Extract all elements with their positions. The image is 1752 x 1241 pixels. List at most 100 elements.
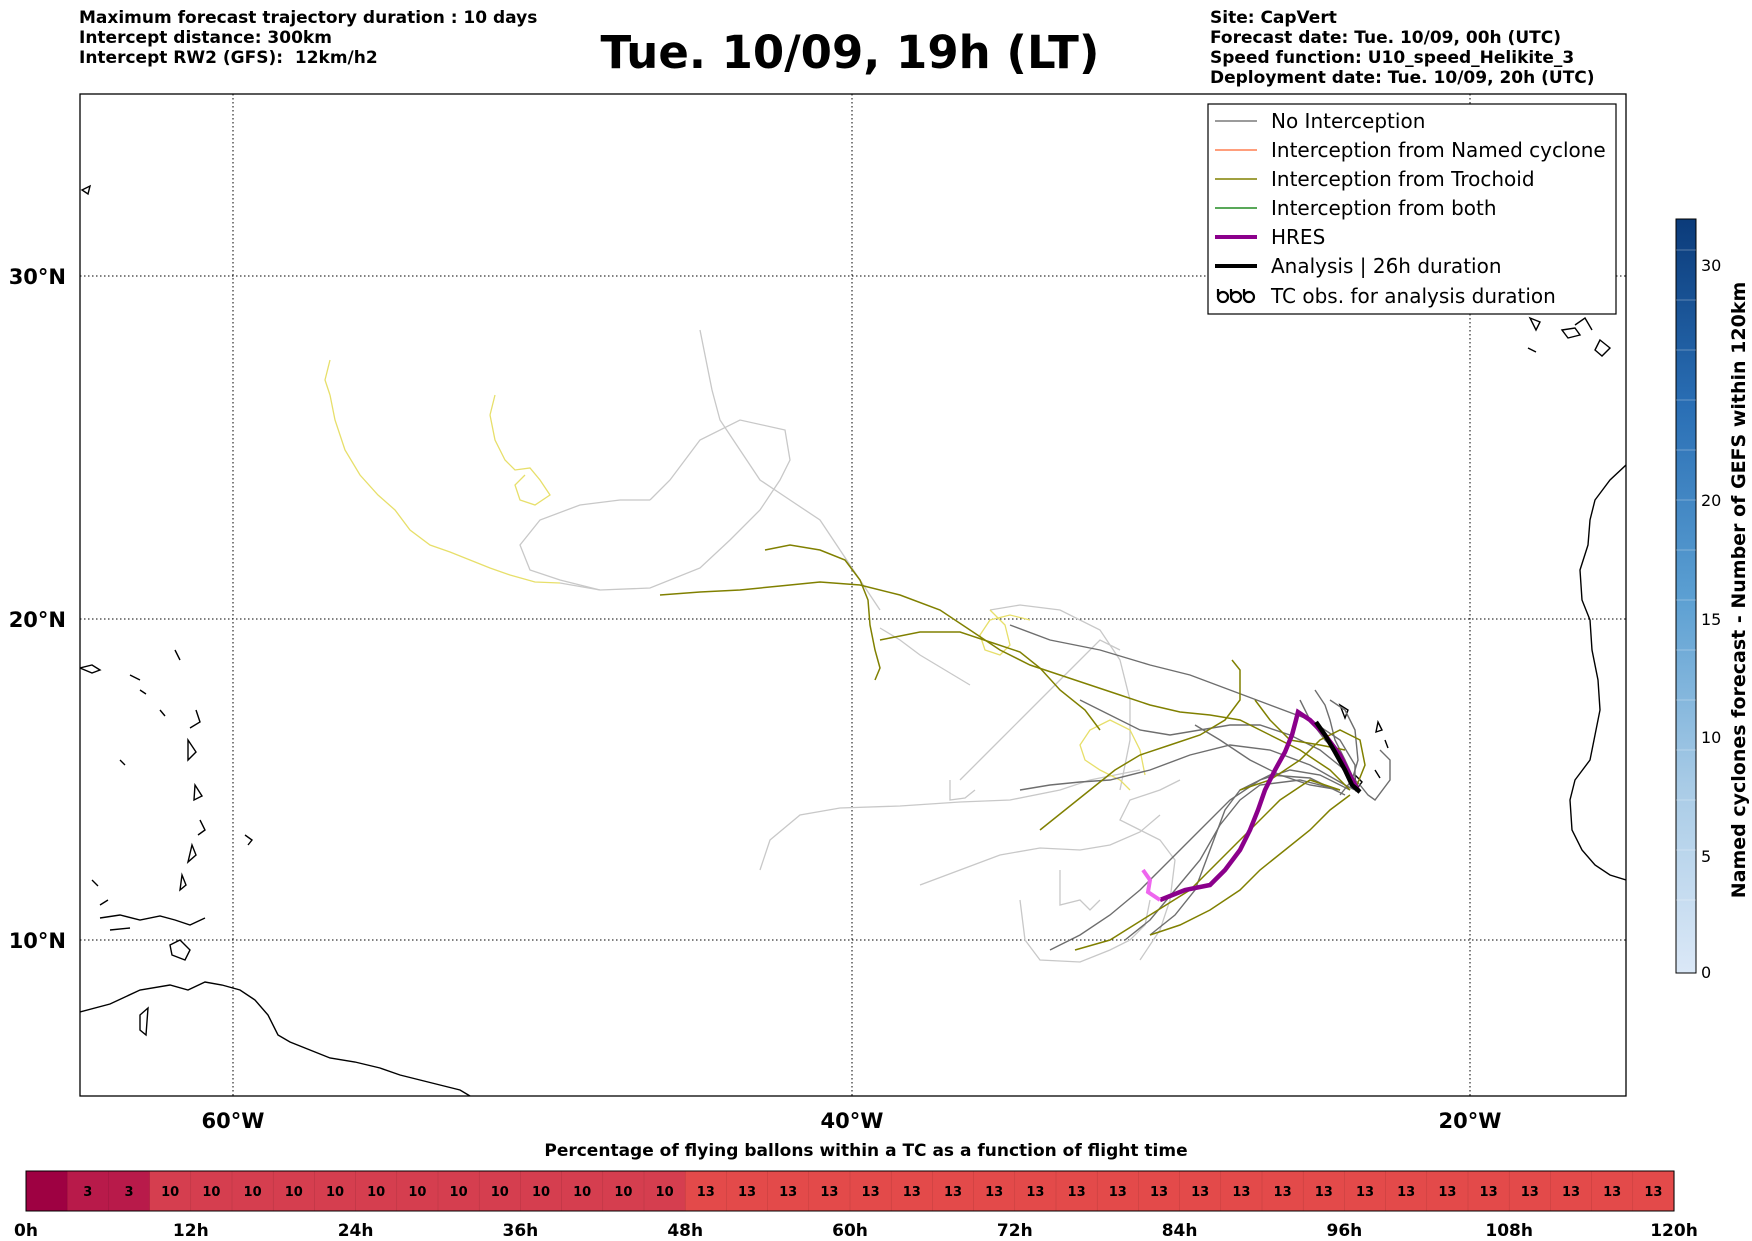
intercept-rw2-text: Intercept RW2 (GFS): 12km/h2 (79, 48, 378, 68)
site-info: Site: CapVert Forecast date: Tue. 10/09,… (1210, 8, 1595, 88)
bottom-bar-time-labels: 0h 12h 24h 36h 48h 60h 72h 84h 96h 108h 120h (14, 1221, 1698, 1241)
bar-cell (437, 1170, 480, 1212)
puerto-rico (80, 664, 166, 717)
bar-cell-value: 10 (244, 1185, 262, 1200)
legend-item-analysis[interactable]: Analysis | 26h duration (1215, 254, 1502, 278)
bar-cell (849, 1170, 892, 1212)
bar-cell-value: 13 (862, 1185, 880, 1200)
svg-text:Interception from Trochoid: Interception from Trochoid (1271, 167, 1535, 191)
trajectories-yellow[interactable] (324, 359, 1146, 791)
bar-cell-value: 10 (326, 1185, 344, 1200)
bar-cell-value: 10 (161, 1185, 179, 1200)
legend-item-no-interception[interactable]: No Interception (1215, 109, 1425, 133)
colorbar-tick-20: 20 (1701, 491, 1721, 510)
page-title: Tue. 10/09, 19h (LT) (600, 26, 1100, 79)
lon-tick-20w: 20°W (1439, 1109, 1502, 1133)
deployment-date-text: Deployment date: Tue. 10/09, 20h (UTC) (1210, 68, 1595, 88)
lon-tick-40w: 40°W (821, 1109, 884, 1133)
bar-cell (66, 1170, 110, 1212)
trajectory-analysis[interactable] (1314, 720, 1362, 794)
venezuela-islands (99, 914, 206, 1037)
lat-tick-20n: 20°N (9, 608, 66, 632)
legend[interactable]: No Interception Interception from Named … (1207, 103, 1617, 315)
lesser-antilles (91, 649, 254, 906)
bar-cell (25, 1170, 68, 1212)
time-label: 120h (1650, 1221, 1698, 1241)
bar-cell-value: 13 (1397, 1185, 1415, 1200)
time-label: 0h (14, 1221, 38, 1241)
forecast-parameters: Maximum forecast trajectory duration : 1… (79, 8, 537, 68)
bar-cell (190, 1170, 233, 1212)
bottom-bar-cells: 3 3 10 10 10 10 10 10 10 10 10 10 10 10 10 13 13 13 13 13 13… (25, 1170, 1675, 1212)
bar-cell (1591, 1170, 1634, 1212)
bar-cell (890, 1170, 934, 1212)
site-text: Site: CapVert (1210, 8, 1337, 28)
legend-item-tc-obs[interactable]: TC obs. for analysis duration (1216, 284, 1556, 308)
bar-cell-value: 3 (124, 1185, 133, 1200)
bar-cell-value: 13 (1315, 1185, 1333, 1200)
bar-cell (602, 1170, 645, 1212)
south-america-coast (80, 981, 471, 1096)
bar-cell (767, 1170, 810, 1212)
bottom-bar-title: Percentage of flying ballons within a TC… (544, 1141, 1187, 1161)
bar-cell-value: 10 (285, 1185, 303, 1200)
bar-cell-value: 13 (1068, 1185, 1086, 1200)
trajectories-trochoid[interactable] (659, 544, 1366, 951)
bar-cell-value: 13 (903, 1185, 921, 1200)
lat-tick-10n: 10°N (9, 929, 66, 953)
forecast-date-text: Forecast date: Tue. 10/09, 00h (UTC) (1210, 28, 1561, 48)
bar-cell (808, 1170, 851, 1212)
bar-cell (231, 1170, 274, 1212)
axis-ticks: 60°W 40°W 20°W 30°N 20°N 10°N (9, 265, 1502, 1133)
bar-cell (561, 1170, 604, 1212)
legend-item-trochoid[interactable]: Interception from Trochoid (1215, 167, 1535, 191)
bar-cell-value: 13 (1603, 1185, 1621, 1200)
max-duration-text: Maximum forecast trajectory duration : 1… (79, 8, 538, 28)
time-label: 72h (997, 1221, 1033, 1241)
bar-cell (684, 1170, 728, 1212)
svg-text:No Interception: No Interception (1271, 109, 1425, 133)
bar-cell (396, 1170, 439, 1212)
bar-cell-value: 13 (1644, 1185, 1662, 1200)
map-frame (79, 93, 1627, 1097)
bar-cell (520, 1170, 563, 1212)
bar-cell-value: 13 (1150, 1185, 1168, 1200)
bar-cell-value: 13 (1480, 1185, 1498, 1200)
bar-cell-value: 10 (491, 1185, 509, 1200)
bar-cell-value: 13 (944, 1185, 962, 1200)
bar-cell (1179, 1170, 1222, 1212)
bar-cell-value: 10 (532, 1185, 550, 1200)
bar-cell-value: 13 (1026, 1185, 1044, 1200)
africa-coast (1569, 464, 1626, 881)
time-label: 108h (1485, 1221, 1533, 1241)
legend-item-hres[interactable]: HRES (1215, 225, 1325, 249)
lon-tick-60w: 60°W (202, 1109, 265, 1133)
bar-cell (149, 1170, 192, 1212)
colorbar-tick-5: 5 (1701, 847, 1711, 866)
time-label: 12h (173, 1221, 209, 1241)
bar-cell-value: 13 (738, 1185, 756, 1200)
trajectories-light-grey[interactable] (519, 329, 1181, 963)
bar-cell (314, 1170, 357, 1212)
azores-fragment (80, 184, 92, 196)
legend-item-both[interactable]: Interception from both (1215, 196, 1497, 220)
bar-cell (1014, 1170, 1057, 1212)
bar-cell (1550, 1170, 1593, 1212)
bar-cell-value: 13 (1562, 1185, 1580, 1200)
time-label: 60h (832, 1221, 868, 1241)
bar-cell-value: 10 (408, 1185, 426, 1200)
bar-cell (1302, 1170, 1346, 1212)
svg-text:Interception from both: Interception from both (1271, 196, 1497, 220)
bar-cell-value: 10 (367, 1185, 385, 1200)
colorbar-tick-0: 0 (1701, 963, 1711, 982)
bar-cell (108, 1170, 151, 1212)
bar-cell (643, 1170, 686, 1212)
bar-cell-value: 13 (1521, 1185, 1539, 1200)
svg-text:HRES: HRES (1271, 225, 1325, 249)
bar-cell (1632, 1170, 1675, 1212)
bar-cell-value: 13 (1356, 1185, 1374, 1200)
bar-cell-value: 13 (779, 1185, 797, 1200)
bar-cell (1261, 1170, 1304, 1212)
legend-item-named-cyclone[interactable]: Interception from Named cyclone (1215, 138, 1606, 162)
